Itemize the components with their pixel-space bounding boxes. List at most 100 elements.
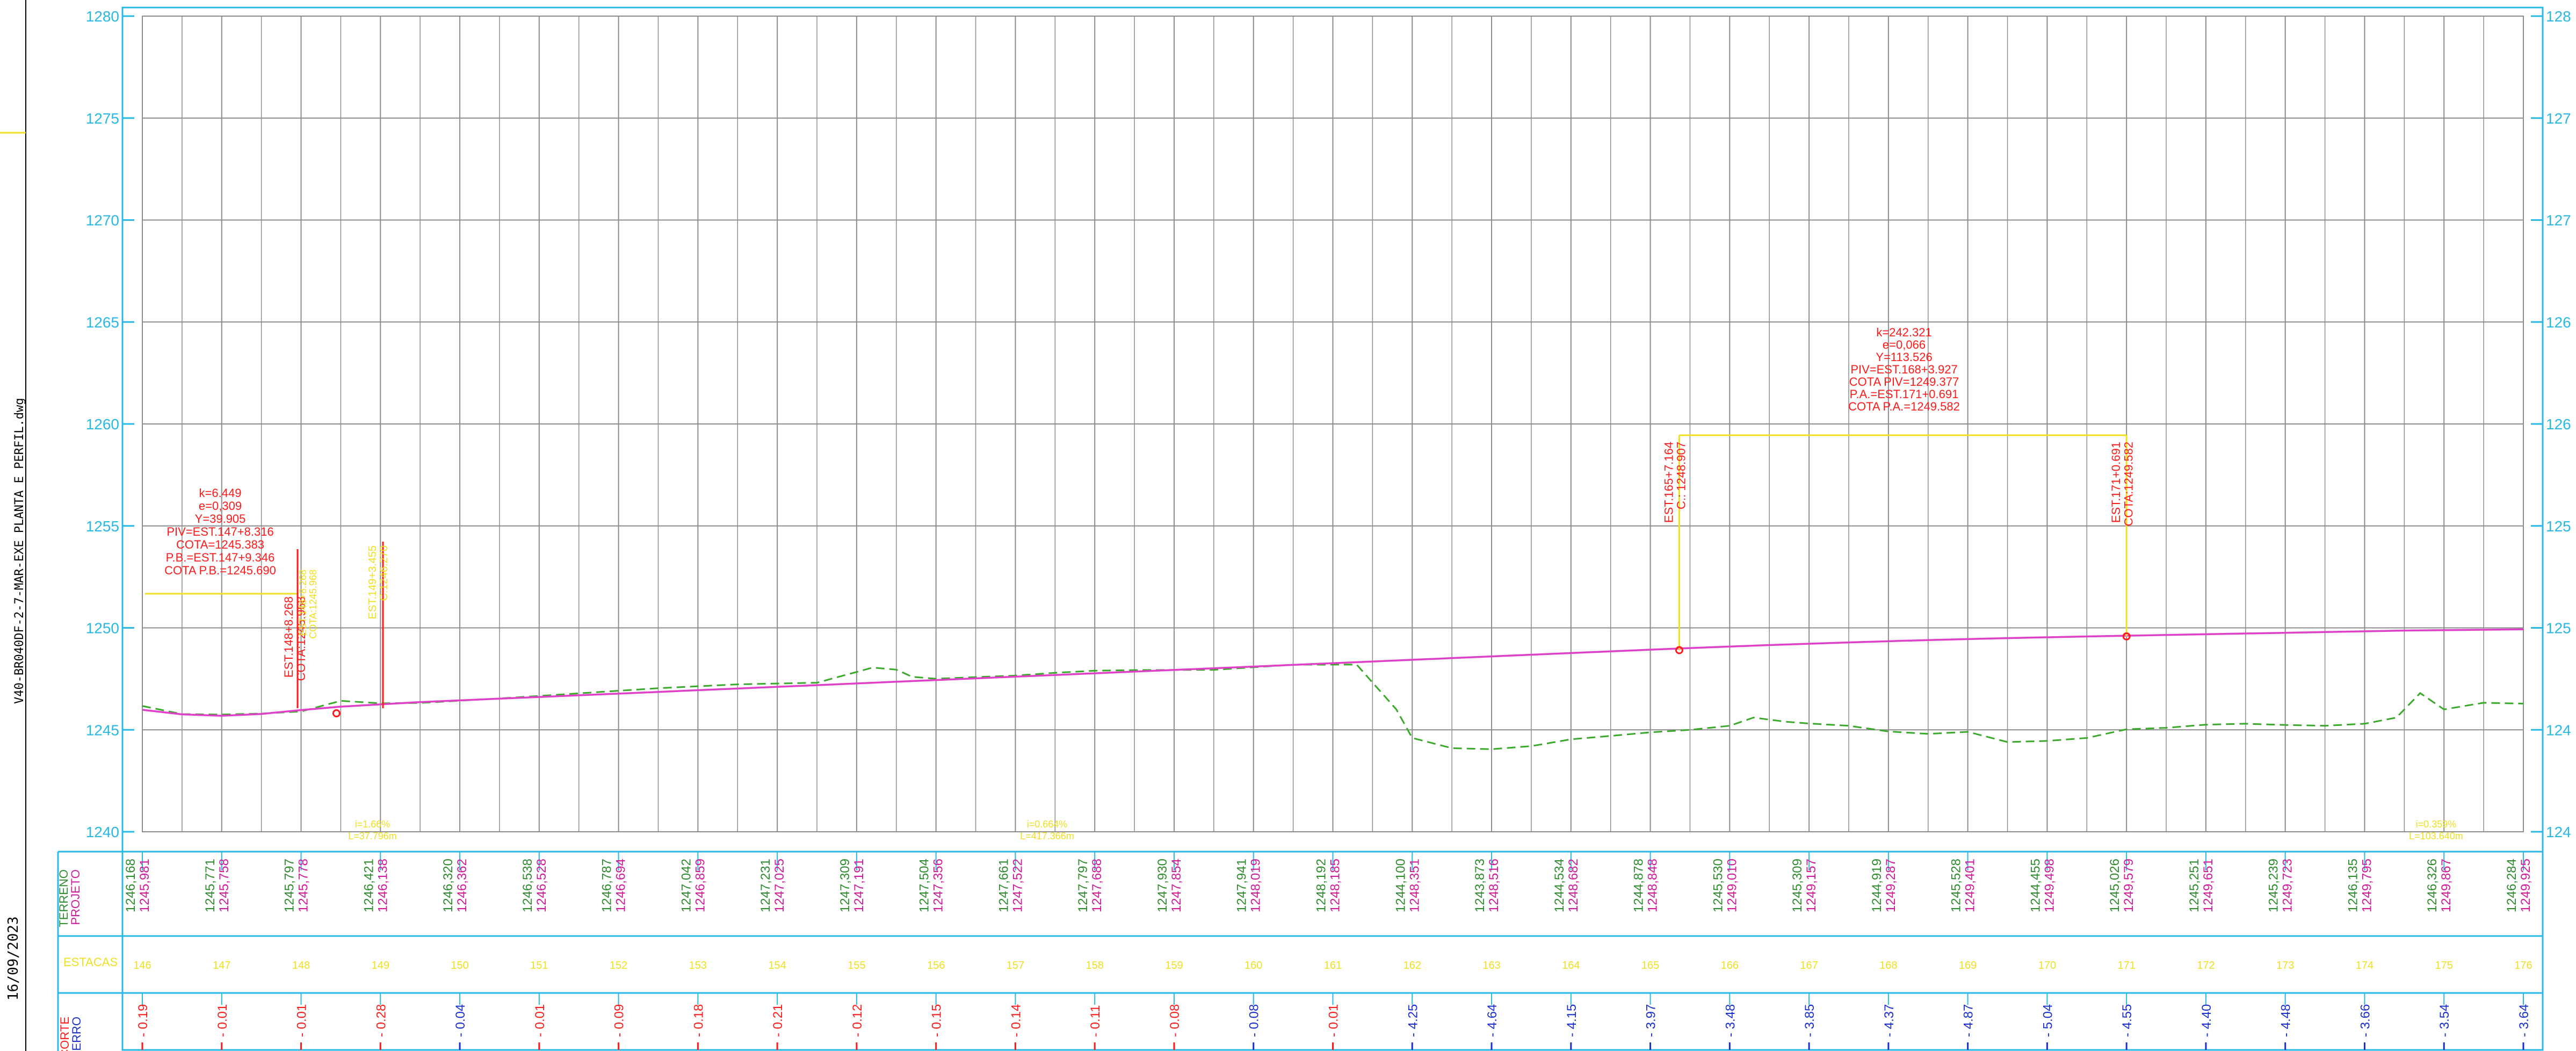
corte-value: - 0.15 <box>930 1004 944 1037</box>
aterro-value: - 4.48 <box>2279 1004 2293 1037</box>
terreno-value: 1246,320 <box>441 859 455 912</box>
terreno-value: 1244,919 <box>1870 859 1884 912</box>
terreno-value: 1244,455 <box>2028 859 2043 912</box>
corte-value: - 0.01 <box>215 1004 230 1037</box>
corte-value: - 0.21 <box>771 1004 785 1037</box>
projeto-value: 1245,758 <box>217 859 231 912</box>
grade-label: i=0.664% <box>1027 819 1068 830</box>
grade-label: i=0.359% <box>2416 819 2457 830</box>
projeto-value: 1248,019 <box>1249 859 1263 912</box>
y-tick-label-left: 1245 <box>86 722 119 738</box>
terreno-value: 1246,135 <box>2346 859 2360 912</box>
terreno-value: 1246,284 <box>2505 859 2519 912</box>
aterro-value: - 3.64 <box>2517 1004 2531 1037</box>
terreno-value: 1247,504 <box>917 859 932 912</box>
corte-value: - 0.01 <box>533 1004 547 1037</box>
terreno-value: 1245,026 <box>2108 859 2122 912</box>
projeto-value: 1249,867 <box>2439 859 2454 912</box>
projeto-value: 1249,795 <box>2360 859 2374 912</box>
station-label: 176 <box>2514 960 2532 971</box>
projeto-value: 1248,185 <box>1328 859 1343 912</box>
station-label: 153 <box>689 960 707 971</box>
corte-value: - 0.09 <box>612 1004 627 1037</box>
aterro-value: - 5.04 <box>2040 1004 2055 1037</box>
y-tick-label-right: 124 <box>2546 722 2571 738</box>
projeto-value: 1246,528 <box>534 859 549 912</box>
curve2-parameters: k=242.321 <box>1876 326 1931 339</box>
curve1-parameters: COTA P.B.=1245.690 <box>164 564 276 577</box>
curve1-parameters: PIV=EST.147+8.316 <box>167 525 273 538</box>
grade-label: L=103.640m <box>2409 831 2463 841</box>
aterro-value: - 4.37 <box>1882 1004 1897 1037</box>
projeto-value: 1249,010 <box>1725 859 1739 912</box>
projeto-value: 1249,651 <box>2201 859 2216 912</box>
curve2-right-station-label: COTA:1249.582 <box>2122 442 2135 526</box>
projeto-value: 1247,025 <box>772 859 787 912</box>
station-label: 164 <box>1562 960 1580 971</box>
station-label: 173 <box>2276 960 2294 971</box>
station-label: 148 <box>292 960 310 971</box>
station-label: 156 <box>927 960 945 971</box>
station-label: 168 <box>1879 960 1897 971</box>
station-label: 175 <box>2435 960 2453 971</box>
terreno-value: 1245,771 <box>203 859 218 912</box>
station-label: 154 <box>768 960 786 971</box>
station-label: 167 <box>1800 960 1818 971</box>
curve1-station-label: COTA:1245.968 <box>294 596 308 681</box>
station-label: 157 <box>1007 960 1024 971</box>
curve2-left-station-label: C.: 1248.907 <box>1675 442 1688 509</box>
terreno-value: 1245,797 <box>283 859 297 912</box>
curve2-parameters: P.A.=EST.171+0.691 <box>1850 387 1959 401</box>
y-tick-label-right: 126 <box>2546 314 2571 330</box>
projeto-value: 1249,925 <box>2519 859 2533 912</box>
terreno-value: 1244,878 <box>1632 859 1646 912</box>
terreno-value: 1247,797 <box>1076 859 1090 912</box>
terreno-value: 1245,251 <box>2187 859 2202 912</box>
y-tick-label-right: 127 <box>2546 110 2571 127</box>
aterro-value: - 4.15 <box>1565 1004 1579 1037</box>
terreno-value: 1246,421 <box>361 859 376 912</box>
station-label: 174 <box>2356 960 2374 971</box>
row-label-projeto: PROJETO <box>69 869 82 925</box>
terreno-value: 1244,100 <box>1393 859 1408 912</box>
aterro-value: - 0.04 <box>453 1004 468 1037</box>
row-label-terreno: TERRENO <box>57 869 70 927</box>
y-tick-label-left: 1265 <box>86 314 119 330</box>
projeto-value: 1248,848 <box>1646 859 1660 912</box>
curve2-right-station-label: EST.171+0.691 <box>2109 442 2123 523</box>
y-tick-label-right: 126 <box>2546 416 2571 433</box>
projeto-value: 1249,723 <box>2281 859 2295 912</box>
station-label: 158 <box>1086 960 1104 971</box>
curve1-station-duplicate: EST.148+8.268 <box>298 570 308 636</box>
aterro-value: - 4.87 <box>1962 1004 1976 1037</box>
y-tick-label-left: 1240 <box>86 824 119 840</box>
curve2-left-station-label: EST.165+7.164 <box>1662 442 1675 523</box>
row-label-corte: CORTE <box>58 1017 71 1051</box>
file-name-label: V40-BR040DF-2-7-MAR-EXE PLANTA E PERFIL.… <box>13 398 26 704</box>
projeto-value: 1247,854 <box>1169 859 1184 912</box>
projeto-value: 1246,859 <box>693 859 707 912</box>
station-label: 163 <box>1482 960 1500 971</box>
curve1-station-duplicate: COTA:1245.968 <box>308 570 319 639</box>
vertical-curve-annotations: k=6.449e=0,309Y=39.905PIV=EST.147+8.316C… <box>145 326 2463 841</box>
terreno-value: 1245,309 <box>1790 859 1805 912</box>
design-grade-line <box>142 628 2524 717</box>
station-label: 159 <box>1165 960 1183 971</box>
projeto-value: 1249,287 <box>1884 859 1898 912</box>
station-label: 155 <box>848 960 865 971</box>
station-label: 147 <box>213 960 230 971</box>
curve2-parameters: Y=113.526 <box>1876 350 1932 364</box>
projeto-value: 1247,522 <box>1010 859 1025 912</box>
corte-value: - 0.12 <box>850 1004 865 1037</box>
row-label-aterro: ATERRO <box>70 1017 83 1051</box>
curve1-point <box>332 709 341 718</box>
curve2-parameters: e=0,066 <box>1883 338 1926 351</box>
corte-value: - 0.11 <box>1088 1005 1103 1037</box>
projeto-value: 1248,682 <box>1566 859 1581 912</box>
aterro-value: - 0.08 <box>1247 1004 1262 1037</box>
corte-value: - 0.18 <box>691 1004 706 1037</box>
aterro-value: - 4.64 <box>1485 1004 1500 1037</box>
station-label: 169 <box>1959 960 1977 971</box>
